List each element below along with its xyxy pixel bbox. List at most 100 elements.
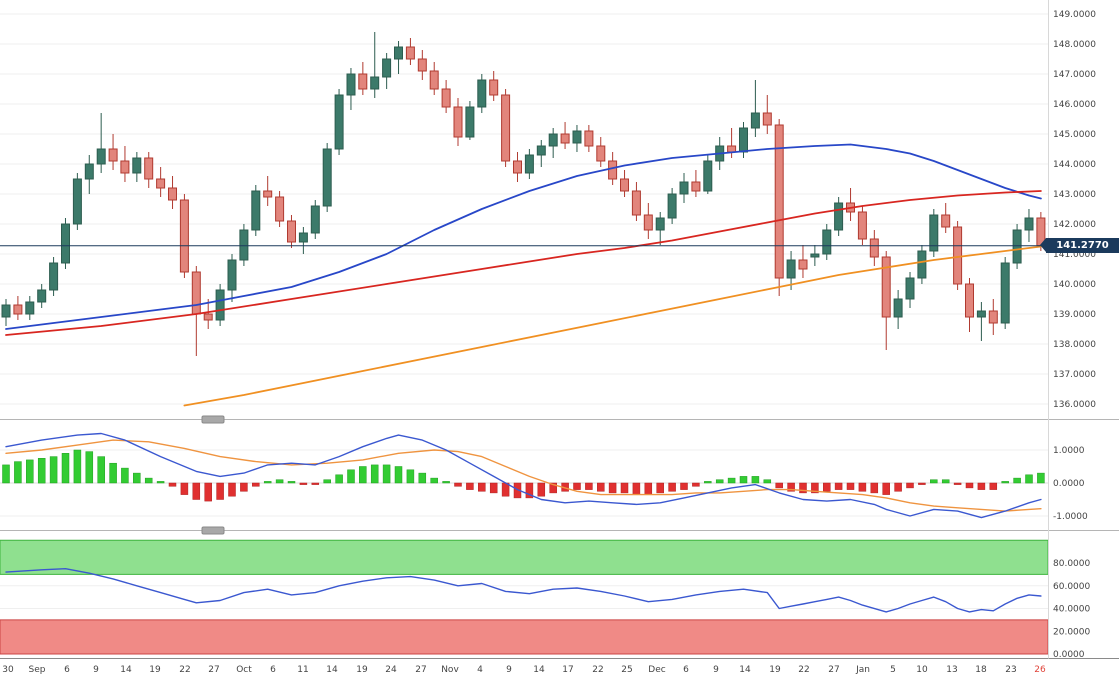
macd-bar-negative bbox=[573, 482, 581, 490]
date-tick-label: 14 bbox=[739, 665, 751, 675]
bear-candle bbox=[179, 199, 189, 273]
macd-tick-label: 1.0000 bbox=[1053, 446, 1085, 456]
macd-bar-negative bbox=[537, 482, 546, 497]
macd-bar-negative bbox=[656, 482, 664, 494]
bear-candle bbox=[275, 196, 285, 222]
candlestick-series[interactable] bbox=[1, 32, 1046, 356]
bull-candle bbox=[976, 310, 986, 318]
price-axis[interactable]: 149.0000 148.0000 147.0000 146.0000 145.0000… bbox=[1053, 10, 1096, 410]
moving-averages bbox=[5, 143, 1042, 407]
bear-candle bbox=[513, 160, 522, 174]
macd-bar-negative bbox=[680, 482, 688, 490]
macd-bar-negative bbox=[811, 482, 819, 494]
date-tick-label: 14 bbox=[533, 665, 545, 675]
bull-candle bbox=[132, 157, 142, 174]
date-tick-label: 27 bbox=[415, 665, 426, 675]
panel-resize-handle[interactable] bbox=[201, 526, 225, 535]
ma-slow-line bbox=[183, 245, 1042, 407]
macd-bar-negative bbox=[192, 482, 201, 500]
bull-candle bbox=[96, 148, 106, 165]
macd-bar-negative bbox=[870, 482, 879, 494]
macd-bar-positive bbox=[1013, 477, 1021, 484]
oscillator-tick-label: 0.0000 bbox=[1053, 650, 1085, 660]
date-tick-label: 27 bbox=[208, 665, 219, 675]
macd-bar-positive bbox=[751, 476, 760, 484]
bull-candle bbox=[1012, 229, 1022, 264]
bear-candle bbox=[263, 190, 273, 198]
macd-bar-positive bbox=[97, 456, 105, 484]
bear-candle bbox=[727, 145, 737, 153]
macd-bar-positive bbox=[1037, 472, 1045, 484]
macd-bar-negative bbox=[240, 482, 248, 492]
bear-candle bbox=[631, 190, 641, 216]
panel-resize-handle[interactable] bbox=[201, 415, 225, 424]
bear-candle bbox=[417, 58, 427, 72]
macd-bar-positive bbox=[133, 472, 141, 484]
bear-candle bbox=[596, 145, 606, 162]
macd-bar-negative bbox=[525, 482, 534, 499]
price-tick-label: 146.0000 bbox=[1053, 100, 1096, 110]
bear-candle bbox=[191, 271, 201, 315]
date-tick-label: 23 bbox=[1005, 665, 1016, 675]
bull-candle bbox=[1000, 262, 1010, 324]
bear-candle bbox=[156, 178, 166, 189]
date-tick-label: 17 bbox=[562, 665, 573, 675]
date-tick-label: 9 bbox=[93, 665, 99, 675]
date-tick-label: 6 bbox=[270, 665, 276, 675]
macd-bar-positive bbox=[156, 481, 165, 484]
bull-candle bbox=[239, 229, 249, 261]
macd-bar-positive bbox=[2, 464, 10, 484]
bull-candle bbox=[477, 79, 487, 108]
ma-mid-line bbox=[5, 190, 1042, 336]
macd-bar-negative bbox=[965, 482, 974, 489]
bear-candle bbox=[941, 214, 951, 228]
bear-candle bbox=[168, 187, 177, 201]
date-tick-label: 5 bbox=[890, 665, 896, 675]
bull-candle bbox=[1, 304, 11, 318]
macd-bar-positive bbox=[930, 479, 938, 484]
last-price-value: 141.2770 bbox=[1056, 240, 1109, 251]
macd-bar-negative bbox=[299, 482, 308, 485]
date-tick-label: 9 bbox=[713, 665, 719, 675]
bear-candle bbox=[881, 256, 891, 318]
macd-bar-negative bbox=[989, 482, 998, 490]
oscillator-axis[interactable]: 80.0000 60.0000 40.0000 20.0000 0.0000 bbox=[1053, 559, 1090, 660]
date-tick-label: 4 bbox=[477, 665, 483, 675]
date-tick-label: 22 bbox=[179, 665, 190, 675]
macd-bar-positive bbox=[275, 479, 284, 484]
macd-histogram bbox=[2, 449, 1045, 502]
last-price-badge: 141.2770 bbox=[1040, 238, 1119, 253]
bull-candle bbox=[370, 76, 380, 90]
macd-bar-positive bbox=[763, 479, 772, 484]
bull-candle bbox=[394, 46, 403, 60]
macd-bar-positive bbox=[37, 458, 46, 484]
date-tick-label: 11 bbox=[297, 665, 308, 675]
macd-bar-positive bbox=[1025, 474, 1033, 484]
date-tick-label: 22 bbox=[798, 665, 809, 675]
bear-candle bbox=[774, 124, 784, 279]
macd-bar-positive bbox=[263, 481, 272, 484]
bear-candle bbox=[620, 178, 629, 192]
macd-bar-negative bbox=[597, 482, 605, 492]
oscillator-tick-label: 40.0000 bbox=[1053, 605, 1090, 615]
macd-axis[interactable]: 1.0000 0.0000 -1.0000 bbox=[1053, 446, 1088, 522]
macd-bar-negative bbox=[906, 482, 914, 489]
macd-bar-positive bbox=[26, 459, 34, 484]
macd-bar-positive bbox=[144, 477, 153, 484]
price-tick-label: 148.0000 bbox=[1053, 40, 1096, 50]
macd-bar-positive bbox=[382, 464, 391, 484]
macd-bar-positive bbox=[727, 477, 736, 484]
price-tick-label: 140.0000 bbox=[1053, 280, 1096, 290]
bull-candle bbox=[524, 154, 534, 174]
date-tick-label: 18 bbox=[975, 665, 987, 675]
time-axis[interactable]: 30 Sep 6 9 14 19 22 27 Oct 6 11 14 19 24 27 Nov 4 9 14 17 22… bbox=[2, 665, 1046, 675]
price-tick-label: 147.0000 bbox=[1053, 70, 1096, 80]
bull-candle bbox=[310, 205, 320, 234]
macd-bar-positive bbox=[739, 476, 748, 484]
bull-candle bbox=[810, 253, 820, 258]
date-tick-label: 14 bbox=[120, 665, 132, 675]
macd-bar-negative bbox=[846, 482, 855, 490]
macd-bar-negative bbox=[823, 482, 831, 492]
